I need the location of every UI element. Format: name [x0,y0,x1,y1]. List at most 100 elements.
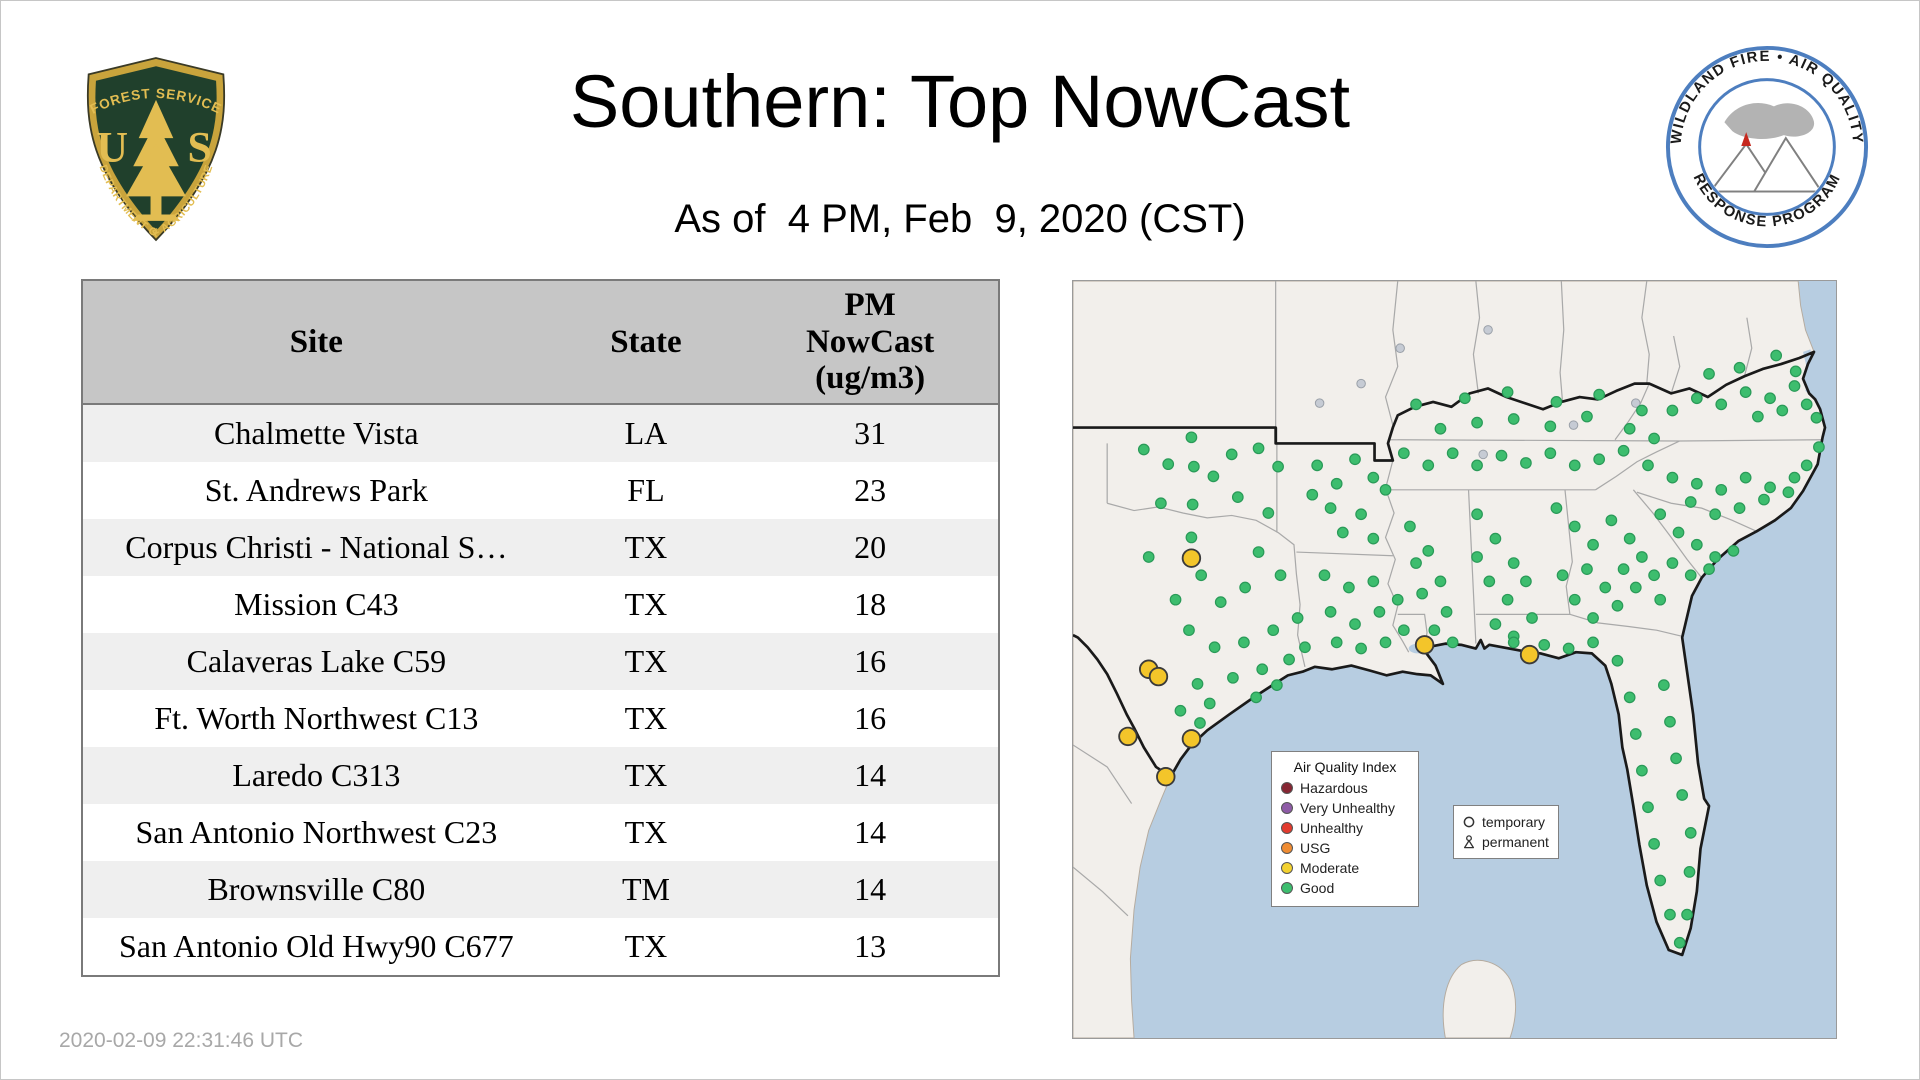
monitor-dot-good [1739,386,1752,399]
monitor-dot-good [1185,531,1198,544]
monitor-dot-good [1666,557,1679,569]
monitor-dot-good [1684,569,1697,582]
monitor-dot-good [1587,538,1599,551]
monitor-dot-good [1238,636,1250,649]
fire-flame-icon [1741,132,1752,147]
column-header-site: Site [82,280,550,405]
monitor-dot-good [1788,380,1801,392]
monitor-dot-good [1459,392,1471,405]
monitor-dot-good [1681,908,1693,921]
monitor-dot-good [1758,493,1770,506]
monitor-dot-good [1544,447,1557,460]
monitor-dot-good [1715,398,1728,411]
monitor-dot-good [1690,538,1703,551]
table-row: Laredo C313 TX 14 [82,747,999,804]
monitor-dot-good [1810,411,1823,424]
monitor-dot-good [1568,459,1581,472]
monitor-map: Air Quality Index Hazardous Very Unhealth… [1072,280,1837,1039]
monitor-dot-good [1203,697,1216,710]
table-row: St. Andrews Park FL 23 [82,462,999,519]
monitor-dot-good [1629,581,1642,594]
monitor-dot-good [1271,679,1283,691]
monitor-dot-good [1367,575,1380,588]
monitor-dot-good [1617,444,1630,457]
monitor-dot-good [1764,481,1776,494]
aqi-legend-title: Air Quality Index [1293,759,1397,775]
monitor-dot-good [1813,441,1825,453]
monitor-dot-good [1416,587,1429,600]
monitor-dot-good [1191,678,1204,690]
monitor-dot-good [1507,413,1520,425]
monitor-dot-good [1306,488,1319,501]
monitor-dot-good [1410,398,1422,411]
table-row: Calaveras Lake C59 TX 16 [82,633,999,690]
cell-site: Laredo C313 [232,757,401,793]
cell-site: Ft. Worth Northwest C13 [154,700,479,736]
monitor-dot-good [1186,498,1199,511]
monitor-dot-good [1422,459,1435,472]
monitor-dot-good [1187,460,1200,473]
cell-value: 14 [854,814,887,850]
monitor-dot-good [1636,764,1648,777]
monitor-dot-good [1379,483,1392,496]
temporary-label: temporary [1482,814,1546,830]
aqi-legend: Air Quality Index Hazardous Very Unhealth… [1271,751,1419,907]
table-row: San Antonio Northwest C23 TX 14 [82,804,999,861]
monitor-dot-moderate [1519,644,1540,665]
monitor-dot-good [1664,908,1676,921]
cell-state: TM [621,871,670,907]
monitor-dot-good [1715,483,1728,496]
monitor-dot-good [1544,420,1557,433]
aqi-legend-label: Hazardous [1300,780,1368,796]
cell-site: Brownsville C80 [207,871,426,907]
monitor-dot-good [1483,575,1496,588]
cell-state: TX [624,700,668,736]
monitor-dot-good [1227,671,1239,684]
monitor-dot-good [1684,826,1697,839]
table-body: Chalmette Vista LA 31 St. Andrews Park FL 23 C… [82,404,999,976]
monitor-dot-good [1355,642,1367,655]
monitor-dot-good [1169,593,1182,606]
monitor-dot-good [1214,596,1227,608]
monitor-dot-good [1379,636,1392,649]
monitor-dot-good [1471,551,1483,563]
monitor-dot-good [1501,593,1514,606]
monitor-dot-good [1183,624,1195,637]
monitor-dot-good [1373,606,1386,618]
monitor-dot-good [1256,663,1269,676]
monitor-dot-good [1611,654,1624,667]
monitor-dot-good [1239,581,1251,594]
monitor-dot-good [1676,789,1689,801]
monitor-dot-good [1440,606,1453,618]
aqi-legend-label: Unhealthy [1300,820,1364,836]
cell-state: TX [624,643,668,679]
table-row: Brownsville C80 TM 14 [82,861,999,918]
monitor-dot-good [1520,575,1532,588]
monitor-dot-good [1629,728,1642,740]
monitor-dot-other [1314,398,1325,408]
cell-state: TX [624,586,668,622]
cell-value: 20 [854,529,887,565]
nowcast-table: Site State PM NowCast (ug/m3) Chalmette … [81,279,1000,977]
aqi-legend-item: Hazardous [1281,780,1409,796]
monitor-dot-good [1272,460,1284,473]
table-header-row: Site State PM NowCast (ug/m3) [82,280,999,405]
monitor-dot-good [1538,638,1551,651]
aqi-color-dot [1281,822,1293,834]
monitor-dot-good [1648,569,1660,582]
monitor-dot-good [1581,563,1593,576]
cell-state: LA [624,415,668,451]
monitor-dot-good [1250,691,1262,704]
monitor-dot-good [1428,624,1441,637]
permanent-marker-icon [1463,835,1475,849]
monitor-dot-other [1478,449,1488,460]
table-row: Corpus Christi - National S… TX 20 [82,519,999,576]
monitor-dot-good [1471,508,1483,521]
monitor-dot-good [1267,624,1280,637]
monitor-dot-good [1410,557,1422,569]
monitor-dot-other [1483,325,1493,335]
monitor-dot-good [1670,752,1682,765]
monitor-dot-good [1489,618,1502,630]
monitor-dot-good [1623,691,1636,704]
monitor-dot-good [1733,502,1746,514]
